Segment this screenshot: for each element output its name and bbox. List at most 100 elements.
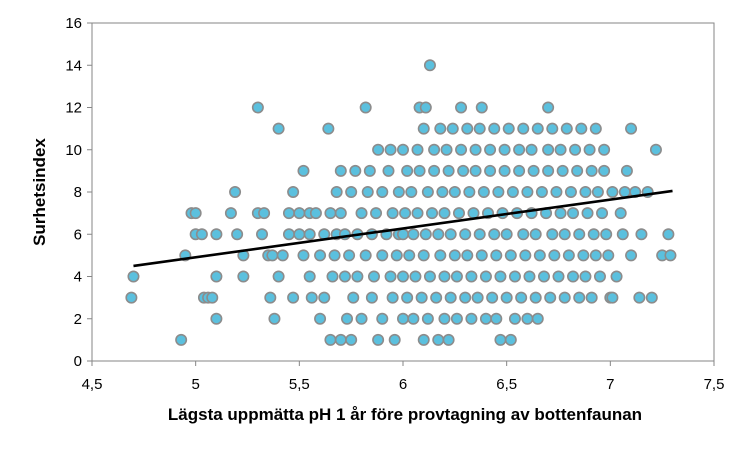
data-point [396, 143, 409, 156]
data-point [297, 164, 310, 177]
data-point [585, 291, 598, 304]
y-tick-label: 10 [65, 142, 82, 159]
data-point [583, 143, 596, 156]
data-point [579, 186, 592, 199]
data-point [423, 270, 436, 283]
data-point [415, 291, 428, 304]
data-point [531, 122, 544, 135]
data-point [473, 122, 486, 135]
data-point [401, 291, 414, 304]
data-point [517, 228, 530, 241]
data-point [409, 270, 422, 283]
data-point [396, 228, 409, 241]
data-point [328, 249, 341, 262]
data-point [432, 228, 445, 241]
data-point [426, 207, 439, 220]
data-point [620, 164, 633, 177]
data-point [438, 207, 451, 220]
data-point [596, 207, 609, 220]
data-point [372, 143, 385, 156]
data-point [569, 143, 582, 156]
data-point [564, 186, 577, 199]
data-point [229, 186, 242, 199]
data-point [309, 207, 322, 220]
data-point [558, 228, 571, 241]
data-point [175, 333, 188, 346]
data-point [498, 143, 511, 156]
data-point [390, 249, 403, 262]
data-point [359, 249, 372, 262]
data-point [649, 143, 662, 156]
data-point [428, 143, 441, 156]
data-point [490, 249, 503, 262]
data-point [282, 228, 295, 241]
data-point [341, 312, 354, 325]
y-tick-label: 8 [74, 184, 82, 201]
data-point [411, 207, 424, 220]
data-point [210, 228, 223, 241]
trendline [133, 189, 673, 268]
data-point [558, 291, 571, 304]
data-point [324, 207, 337, 220]
data-point [471, 291, 484, 304]
data-point [521, 186, 534, 199]
data-point [361, 186, 374, 199]
data-point [515, 291, 528, 304]
data-point [498, 164, 511, 177]
y-tick-label: 2 [74, 311, 82, 328]
data-point [513, 164, 526, 177]
data-point [554, 207, 567, 220]
data-point [401, 164, 414, 177]
data-point [438, 270, 451, 283]
data-point [450, 312, 463, 325]
data-point [573, 291, 586, 304]
data-point [602, 249, 615, 262]
data-point [293, 228, 306, 241]
x-tick-label: 6,5 [496, 376, 517, 393]
data-point [484, 164, 497, 177]
data-point [552, 270, 565, 283]
data-point [421, 312, 434, 325]
data-point [423, 59, 436, 72]
x-tick-label: 5,5 [289, 376, 310, 393]
data-point [334, 207, 347, 220]
data-point [322, 122, 335, 135]
data-point [189, 207, 202, 220]
y-tick-label: 14 [65, 57, 82, 74]
data-points [125, 59, 677, 346]
data-point [521, 312, 534, 325]
data-point [272, 270, 285, 283]
data-point [386, 207, 399, 220]
data-point [504, 333, 517, 346]
data-point [376, 249, 389, 262]
data-point [268, 312, 281, 325]
data-point [287, 291, 300, 304]
data-point [210, 312, 223, 325]
data-point [469, 164, 482, 177]
data-point [577, 249, 590, 262]
data-point [330, 186, 343, 199]
data-point [554, 143, 567, 156]
y-tick-label: 4 [74, 269, 82, 286]
data-point [618, 186, 631, 199]
data-point [303, 228, 316, 241]
data-point [384, 143, 397, 156]
data-point [442, 333, 455, 346]
data-point [224, 207, 237, 220]
data-point [282, 207, 295, 220]
data-point [455, 101, 468, 114]
x-tick-label: 5 [191, 376, 199, 393]
data-point [537, 270, 550, 283]
data-point [465, 312, 478, 325]
data-point [494, 333, 507, 346]
x-tick-label: 7,5 [704, 376, 725, 393]
data-point [407, 312, 420, 325]
data-point [593, 270, 606, 283]
data-point [614, 207, 627, 220]
data-point [334, 333, 347, 346]
data-point [127, 270, 140, 283]
data-point [542, 143, 555, 156]
data-point [459, 291, 472, 304]
data-point [434, 122, 447, 135]
x-tick-label: 4,5 [82, 376, 103, 393]
